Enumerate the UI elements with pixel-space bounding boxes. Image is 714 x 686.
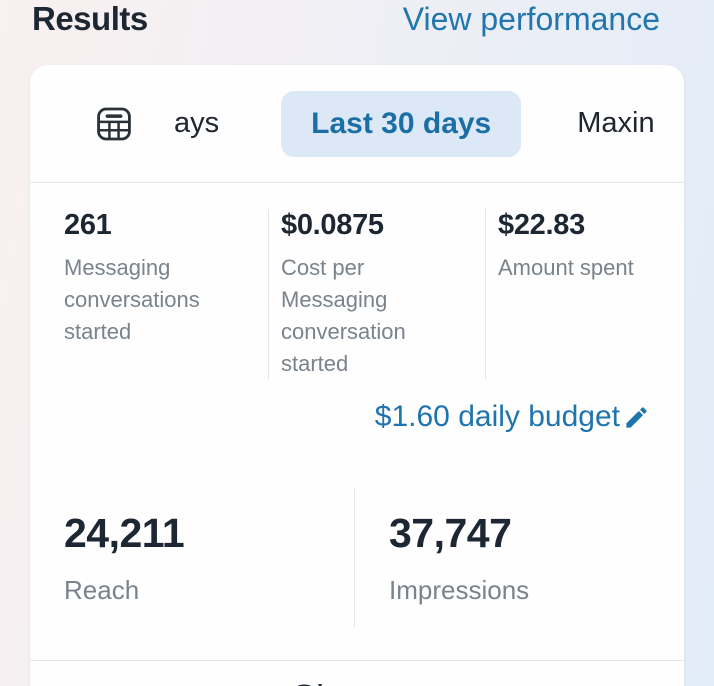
pencil-icon[interactable] <box>623 404 650 431</box>
metric-label: Amount spent <box>498 255 634 280</box>
chip-partial-days[interactable]: ays <box>174 107 220 139</box>
vertical-divider <box>268 209 269 380</box>
results-header: Results View performance <box>0 0 714 52</box>
chip-last-30-days[interactable]: Last 30 days <box>281 90 522 157</box>
chevron-down-icon <box>240 681 274 686</box>
daily-budget-link[interactable]: $1.60 daily budget <box>375 400 650 434</box>
chip-partial-maximum[interactable]: Maxin <box>577 107 655 139</box>
metric-label: Cost per Messaging conversation started <box>281 255 406 376</box>
show-more-button[interactable]: Show more <box>30 677 684 686</box>
filter-chip-row[interactable]: ays Last 30 days Maxin <box>30 65 684 183</box>
metric-impressions: 37,747 Impressions <box>355 510 650 606</box>
page-title: Results <box>32 0 148 37</box>
vertical-divider <box>354 488 355 628</box>
budget-row: $1.60 daily budget <box>30 400 684 436</box>
divider <box>30 660 684 661</box>
metric-label: Impressions <box>389 575 530 605</box>
metric-value: 261 <box>64 209 112 241</box>
metric-amount-spent: $22.83 Amount spent <box>498 209 650 380</box>
vertical-divider <box>485 209 486 380</box>
results-card: ays Last 30 days Maxin 261 Messaging con… <box>30 65 684 686</box>
calendar-grid-icon[interactable] <box>94 104 134 144</box>
metric-value: 37,747 <box>389 510 512 556</box>
metric-reach: 24,211 Reach <box>64 510 354 606</box>
metric-value: 24,211 <box>64 510 185 556</box>
daily-budget-text: $1.60 daily budget <box>374 400 620 433</box>
secondary-metrics-row: 24,211 Reach 37,747 Impressions <box>30 488 684 628</box>
metric-cost-per-conversation: $0.0875 Cost per Messaging conversation … <box>281 209 473 380</box>
metric-label: Reach <box>64 575 140 605</box>
metric-value: $22.83 <box>498 209 585 241</box>
show-more-label: Show more <box>292 677 474 686</box>
metric-value: $0.0875 <box>281 209 384 241</box>
metric-label: Messaging conversations started <box>64 255 200 344</box>
metric-messaging-conversations: 261 Messaging conversations started <box>64 209 256 380</box>
view-performance-link[interactable]: View performance <box>402 1 660 37</box>
primary-metrics-row: 261 Messaging conversations started $0.0… <box>30 183 684 380</box>
